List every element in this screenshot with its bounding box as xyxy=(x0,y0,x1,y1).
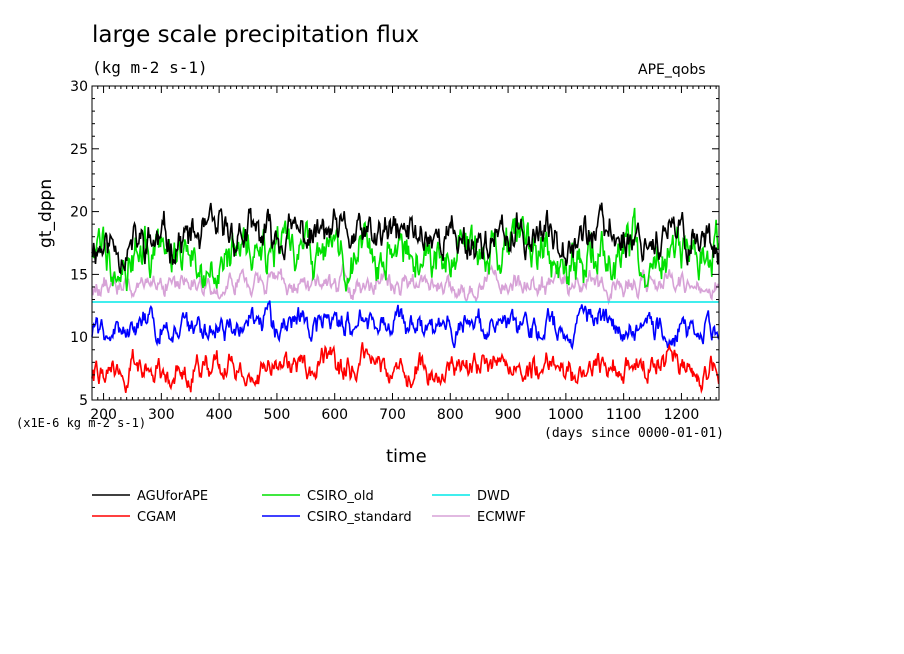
x-tick-label: 400 xyxy=(206,407,233,423)
y-tick-label: 15 xyxy=(70,267,88,283)
x-tick-label: 300 xyxy=(148,407,175,423)
scale-note: (x1E-6 kg m-2 s-1) xyxy=(16,416,147,430)
y-tick-label: 30 xyxy=(70,79,88,95)
x-axis-label: time xyxy=(386,446,427,467)
x-tick-label: 200 xyxy=(90,407,117,423)
x-tick-label: 1000 xyxy=(548,407,584,423)
series-line-cgam xyxy=(91,342,720,394)
series-line-csiro-old xyxy=(91,207,720,292)
x-tick-label: 500 xyxy=(264,407,291,423)
series-layer xyxy=(91,202,720,394)
y-tick-label: 5 xyxy=(79,393,88,409)
x-tick-label: 1200 xyxy=(664,407,700,423)
chart-units: (kg m-2 s-1) xyxy=(92,58,208,77)
legend-label-csiro-standard: CSIRO_standard xyxy=(307,510,412,525)
x-tick-label: 1100 xyxy=(606,407,642,423)
x-tick-label: 700 xyxy=(379,407,406,423)
y-tick-label: 25 xyxy=(70,142,88,158)
y-tick-label: 10 xyxy=(70,330,88,346)
x-tick-label: 600 xyxy=(321,407,348,423)
x-units-note: (days since 0000-01-01) xyxy=(544,426,725,441)
series-line-ecmwf xyxy=(91,263,720,306)
y-tick-label: 20 xyxy=(70,205,88,221)
series-line-csiro-standard xyxy=(91,300,720,351)
x-tick-label: 900 xyxy=(495,407,522,423)
legend-label-ecmwf: ECMWF xyxy=(477,510,526,525)
legend-label-csiro-old: CSIRO_old xyxy=(307,489,374,504)
legend-label-cgam: CGAM xyxy=(137,510,176,525)
plot-frame xyxy=(91,85,720,401)
legend-label-aguforape: AGUforAPE xyxy=(137,489,208,504)
x-tick-label: 800 xyxy=(437,407,464,423)
legend: AGUforAPE CGAM CSIRO_old CSIRO_standard DWD E… xyxy=(92,489,526,525)
chart-title: large scale precipitation flux xyxy=(92,22,420,48)
legend-label-dwd: DWD xyxy=(477,489,510,504)
dataset-tag: APE_qobs xyxy=(638,62,706,78)
axis-layer: 5 10 15 20 25 30 200 300 400 500 600 700 800 900 1000 1… xyxy=(70,79,719,423)
series-line-aguforape xyxy=(91,202,720,275)
